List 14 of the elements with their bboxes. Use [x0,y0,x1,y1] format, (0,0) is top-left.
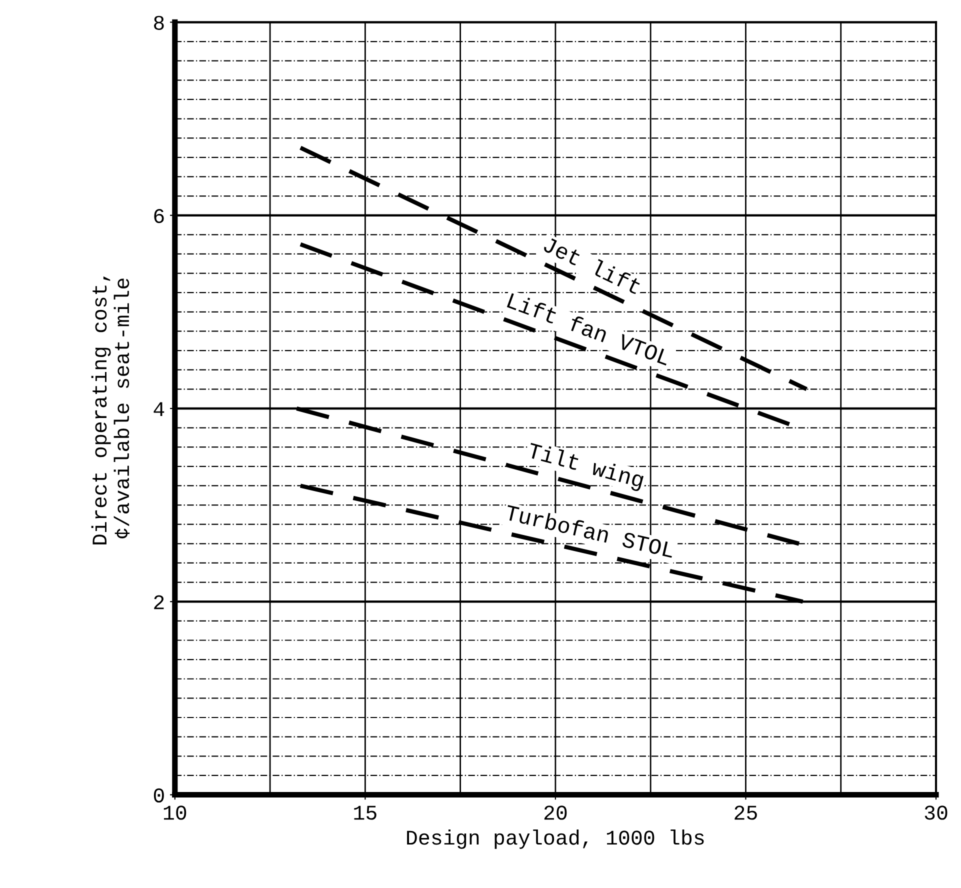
y-tick-label: 8 [154,16,164,30]
x-axis-title: Design payload, 1000 lbs [407,829,704,849]
y-axis-title: Direct operating cost, ¢/available seat-mile [91,276,130,544]
x-tick-label: 25 [734,806,757,820]
x-tick-label: 10 [164,806,186,820]
text: Jet lift [542,236,642,295]
x-tick-label: 20 [544,806,567,820]
y-tick-label: 2 [154,595,164,610]
x-tick-label: 30 [924,806,948,820]
y-tick-label: 6 [154,208,164,224]
text: Tilt wing [526,441,645,492]
y-tick-label: 0 [154,788,164,803]
y-tick-label: 4 [154,402,164,416]
x-tick-label: 15 [354,806,376,820]
